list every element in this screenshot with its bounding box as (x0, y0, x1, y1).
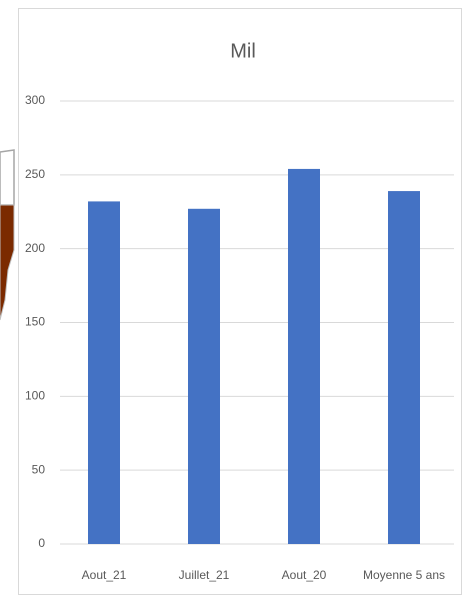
bar (288, 168, 320, 544)
y-tick-label: 0 (38, 536, 45, 550)
x-tick-label: Moyenne 5 ans (363, 568, 445, 582)
y-tick-label: 50 (32, 462, 46, 476)
decoration-box (0, 149, 15, 206)
y-tick-label: 300 (25, 93, 45, 107)
x-tick-label: Aout_21 (82, 568, 127, 582)
decoration-shape (0, 204, 15, 321)
x-tick-label: Juillet_21 (179, 568, 230, 582)
chart-title: Mil (230, 40, 256, 62)
y-tick-label: 200 (25, 241, 45, 255)
bar (188, 208, 220, 544)
x-tick-label: Aout_20 (282, 568, 327, 582)
bar (388, 191, 420, 544)
bar (88, 201, 120, 544)
y-tick-label: 150 (25, 315, 45, 329)
y-tick-label: 100 (25, 389, 45, 403)
chart-border (18, 8, 462, 595)
y-tick-label: 250 (25, 167, 45, 181)
